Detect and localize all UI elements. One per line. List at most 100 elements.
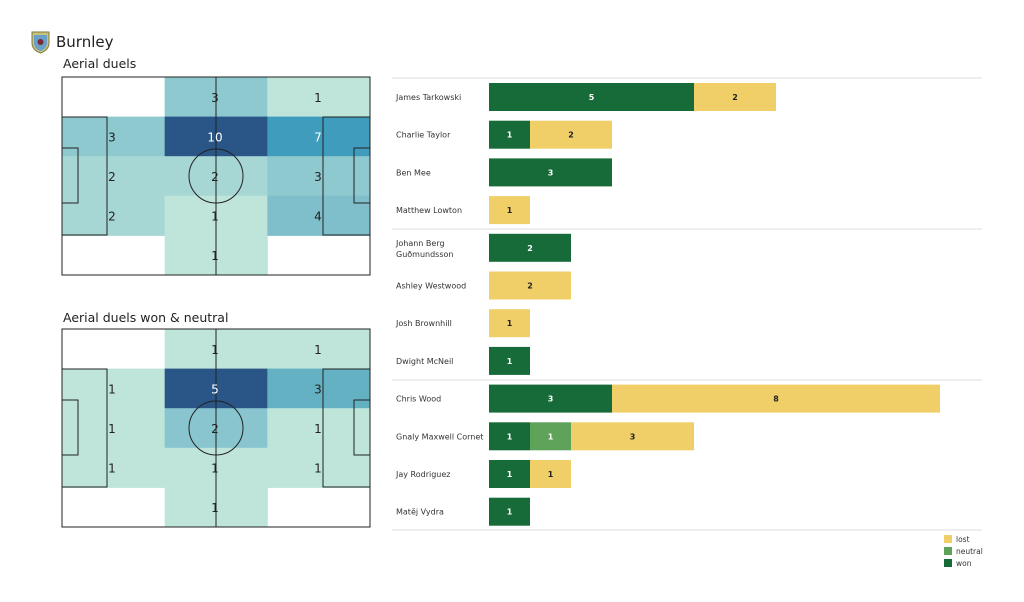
bar-value-label: 3: [548, 395, 554, 404]
player-label: Dwight McNeil: [396, 357, 453, 366]
heatmap-count: 1: [314, 343, 322, 357]
bar-value-label: 8: [773, 395, 779, 404]
player-label: Jay Rodriguez: [395, 470, 451, 479]
heatmap-cell: [62, 408, 166, 449]
heatmap-count: 4: [314, 210, 322, 224]
heatmap-count: 2: [211, 422, 219, 436]
player-label: Gnaly Maxwell Cornet: [396, 432, 483, 441]
heatmap-count: 1: [211, 462, 219, 476]
legend-label-lost: lost: [956, 535, 970, 544]
legend-swatch-neutral: [944, 547, 952, 555]
bar-value-label: 1: [548, 432, 554, 441]
pitch-lines: [61, 328, 371, 528]
heatmap-cell: [267, 368, 371, 409]
heatmap-count: 2: [108, 170, 116, 184]
bar-value-label: 3: [548, 168, 554, 177]
heatmap-cell: [267, 408, 371, 449]
bar-value-label: 3: [630, 432, 636, 441]
bar-value-label: 1: [507, 319, 513, 328]
heatmap-cell: [267, 156, 371, 197]
heatmap-count: 2: [211, 170, 219, 184]
bar-won: [489, 233, 571, 262]
heatmap-count: 3: [108, 130, 116, 144]
heatmap-cell: [62, 368, 166, 409]
bar-lost: [612, 384, 940, 413]
bar-value-label: 5: [589, 93, 595, 102]
heatmap-count: 1: [314, 462, 322, 476]
burnley-crest-icon: [31, 31, 50, 54]
team-name: Burnley: [56, 33, 114, 51]
heatmap-cell: [267, 447, 371, 488]
heatmap-title-won-neutral: Aerial duels won & neutral: [63, 310, 229, 325]
bar-lost: [489, 309, 530, 338]
player-label: James Tarkowski: [395, 93, 461, 102]
heatmap-count: 3: [314, 170, 322, 184]
heatmap-count: 1: [314, 91, 322, 105]
heatmap-cell: [267, 77, 371, 118]
legend-swatch-lost: [944, 535, 952, 543]
bar-value-label: 1: [507, 206, 513, 215]
heatmap-cell: [267, 116, 371, 157]
bar-value-label: 2: [568, 131, 574, 140]
bar-lost: [489, 196, 530, 225]
bar-lost: [530, 120, 612, 149]
heatmap-count: 10: [207, 130, 222, 144]
bar-lost: [530, 460, 571, 488]
bar-won: [489, 120, 530, 149]
bar-won: [489, 384, 612, 413]
bar-lost: [694, 83, 776, 111]
pitch-lines: [61, 76, 371, 276]
heatmap-cell: [62, 116, 166, 157]
legend-label-neutral: neutral: [956, 547, 983, 556]
heatmap-count: 3: [314, 382, 322, 396]
bar-value-label: 1: [507, 432, 513, 441]
bar-won: [489, 497, 530, 526]
bar-won: [489, 460, 530, 488]
heatmap-title-aerial-duels: Aerial duels: [63, 56, 137, 71]
bar-won: [489, 422, 530, 451]
bar-value-label: 2: [732, 93, 738, 102]
heatmap-count: 1: [211, 343, 219, 357]
bar-value-label: 1: [507, 508, 513, 517]
bar-value-label: 1: [507, 357, 513, 366]
player-label: Josh Brownhill: [395, 319, 452, 328]
bar-value-label: 1: [548, 470, 554, 479]
heatmap-count: 2: [108, 210, 116, 224]
legend-label-won: won: [956, 559, 972, 568]
heatmap-count: 7: [314, 130, 322, 144]
bar-won: [489, 346, 530, 375]
heatmap-count: 1: [211, 210, 219, 224]
player-label: Chris Wood: [396, 395, 441, 404]
player-label: Ben Mee: [396, 168, 431, 177]
heatmap-count: 1: [108, 382, 116, 396]
player-label: Ashley Westwood: [396, 282, 466, 291]
bar-won: [489, 83, 694, 111]
heatmap-cell: [267, 195, 371, 236]
heatmap-count: 5: [211, 382, 219, 396]
heatmap-cell: [62, 447, 166, 488]
bar-neutral: [530, 422, 571, 451]
heatmap-cell: [62, 156, 166, 197]
player-label: Matěj Vydra: [396, 508, 444, 517]
player-label: Johann Berg Guðmundsson: [395, 239, 453, 259]
player-label: Charlie Taylor: [396, 131, 451, 140]
heatmap-cell: [62, 195, 166, 236]
bar-value-label: 1: [507, 470, 513, 479]
heatmap-count: 1: [211, 501, 219, 515]
heatmap-count: 1: [108, 422, 116, 436]
bar-won: [489, 158, 612, 187]
heatmap-count: 1: [108, 462, 116, 476]
player-label: Matthew Lowton: [396, 206, 462, 215]
bar-value-label: 2: [527, 282, 533, 291]
bar-lost: [489, 271, 571, 300]
bar-value-label: 1: [507, 131, 513, 140]
heatmap-count: 3: [211, 91, 219, 105]
heatmap-count: 1: [314, 422, 322, 436]
bar-value-label: 2: [527, 244, 533, 253]
heatmap-count: 1: [211, 249, 219, 263]
legend-swatch-won: [944, 559, 952, 567]
bar-lost: [571, 422, 694, 451]
heatmap-cell: [267, 329, 371, 370]
